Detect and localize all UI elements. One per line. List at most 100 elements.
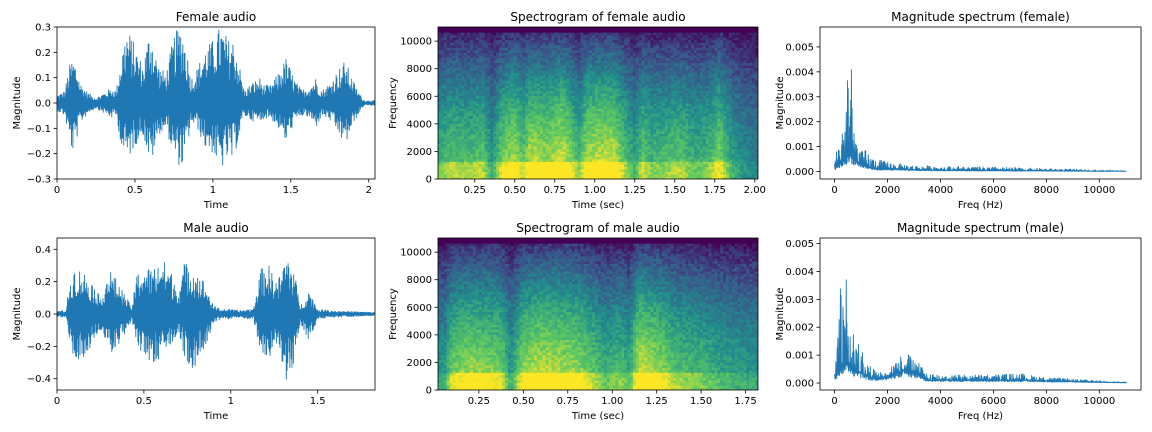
spectrogram-cell bbox=[499, 90, 503, 94]
spectrogram-cell bbox=[662, 153, 666, 157]
spectrogram-cell bbox=[531, 166, 535, 170]
spectrogram-cell bbox=[545, 161, 550, 165]
spectrogram-cell bbox=[606, 54, 611, 58]
spectrogram-cell bbox=[487, 161, 491, 165]
spectrogram-cell bbox=[598, 171, 602, 175]
spectrogram-cell bbox=[490, 29, 494, 33]
spectrogram-cell bbox=[583, 32, 587, 36]
spectrogram-cell bbox=[580, 115, 585, 119]
spectrogram-cell bbox=[531, 49, 535, 53]
spectrogram-cell bbox=[557, 82, 561, 86]
spectrogram-cell bbox=[621, 105, 625, 109]
spectrogram-cell bbox=[557, 110, 561, 114]
spectrogram-cell bbox=[624, 87, 628, 91]
spectrogram-cell bbox=[644, 100, 649, 104]
spectrogram-cell bbox=[455, 32, 459, 36]
spectrogram-cell bbox=[458, 39, 462, 43]
spectrogram-cell bbox=[490, 100, 494, 104]
spectrogram-cell bbox=[609, 128, 614, 132]
spectrogram-cell bbox=[504, 77, 509, 81]
spectrogram-cell bbox=[507, 130, 512, 134]
spectrogram-cell bbox=[653, 77, 657, 81]
spectrogram-cell bbox=[650, 85, 654, 89]
spectrogram-cell bbox=[630, 80, 634, 84]
spectrogram-cell bbox=[458, 92, 462, 96]
spectrogram-cell bbox=[571, 130, 576, 134]
spectrogram-cell bbox=[458, 87, 462, 91]
spectrogram-cell bbox=[522, 100, 526, 104]
spectrogram-cell bbox=[600, 52, 605, 56]
spectrogram-cell bbox=[461, 158, 465, 162]
spectrogram-cell bbox=[580, 176, 585, 179]
spectrogram-cell bbox=[624, 146, 628, 150]
spectrogram-cell bbox=[513, 130, 518, 134]
spectrogram-cell bbox=[577, 148, 582, 152]
spectrogram-cell bbox=[472, 146, 477, 150]
spectrogram-cell bbox=[516, 39, 521, 43]
spectrogram-cell bbox=[592, 156, 596, 160]
spectrogram-cell bbox=[650, 29, 654, 33]
spectrogram-cell bbox=[618, 141, 622, 145]
spectrogram-cell bbox=[534, 176, 538, 179]
spectrogram-cell bbox=[504, 168, 509, 172]
spectrogram-cell bbox=[627, 44, 631, 48]
spectrogram-cell bbox=[545, 52, 550, 56]
spectrogram-cell bbox=[499, 125, 503, 129]
spectrogram-cell bbox=[472, 85, 477, 89]
spectrogram-cell bbox=[551, 128, 555, 132]
spectrogram-cell bbox=[487, 110, 491, 114]
spectrogram-cell bbox=[525, 67, 529, 71]
spectrogram-cell bbox=[551, 65, 555, 69]
spectrogram-cell bbox=[595, 37, 599, 41]
spectrogram-cell bbox=[577, 123, 582, 127]
spectrogram-cell bbox=[630, 57, 634, 61]
spectrogram-cell bbox=[516, 125, 521, 129]
spectrogram-cell bbox=[638, 110, 643, 114]
spectrogram-cell bbox=[656, 47, 660, 51]
spectrogram-cell bbox=[470, 77, 474, 81]
spectrogram-cell bbox=[627, 32, 631, 36]
spectrogram-cell bbox=[438, 146, 442, 150]
spectrogram-cell bbox=[586, 77, 590, 81]
spectrogram-cell bbox=[618, 37, 622, 41]
spectrogram-cell bbox=[566, 133, 570, 137]
y-tick-label: −0.3 bbox=[27, 175, 51, 186]
spectrogram-cell bbox=[598, 49, 602, 53]
spectrogram-cell bbox=[670, 82, 675, 86]
spectrogram-cell bbox=[635, 108, 640, 112]
spectrogram-cell bbox=[464, 123, 468, 127]
spectrogram-cell bbox=[612, 34, 617, 38]
spectrogram-cell bbox=[499, 97, 503, 102]
spectrogram-cell bbox=[484, 90, 489, 94]
spectrogram-cell bbox=[664, 161, 669, 165]
spectrogram-cell bbox=[472, 90, 477, 94]
spectrogram-cell bbox=[475, 97, 480, 102]
spectrogram-cell bbox=[598, 57, 602, 61]
spectrogram-cell bbox=[566, 123, 570, 127]
spectrogram-cell bbox=[548, 130, 553, 134]
spectrogram-cell bbox=[534, 44, 538, 48]
spectrogram-cell bbox=[577, 90, 582, 94]
spectrogram-cell bbox=[464, 166, 468, 170]
spectrogram-cell bbox=[472, 168, 477, 172]
spectrogram-cell bbox=[606, 168, 611, 172]
spectrogram-cell bbox=[650, 65, 654, 69]
spectrogram-cell bbox=[534, 27, 538, 31]
spectrogram-cell bbox=[507, 146, 512, 150]
spectrogram-cell bbox=[554, 77, 558, 81]
spectrogram-cell bbox=[557, 65, 561, 69]
spectrogram-cell bbox=[542, 108, 547, 112]
spectrogram-cell bbox=[673, 54, 678, 58]
spectrogram-cell bbox=[571, 146, 576, 150]
spectrogram-cell bbox=[551, 90, 555, 94]
spectrogram-cell bbox=[458, 62, 462, 66]
spectrogram-cell bbox=[667, 103, 672, 107]
spectrogram-cell bbox=[670, 161, 675, 165]
spectrogram-cell bbox=[446, 70, 451, 74]
spectrogram-cell bbox=[583, 130, 587, 134]
spectrogram-cell bbox=[545, 176, 550, 179]
spectrogram-cell bbox=[627, 72, 631, 76]
spectrogram-cell bbox=[496, 37, 500, 41]
spectrogram-cell bbox=[574, 29, 579, 33]
spectrogram-cell bbox=[627, 161, 631, 165]
